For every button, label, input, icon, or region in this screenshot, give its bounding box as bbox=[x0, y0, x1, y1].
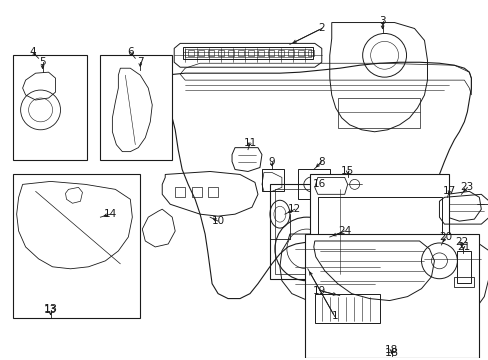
Text: 4: 4 bbox=[29, 47, 36, 57]
Text: 13: 13 bbox=[44, 306, 57, 315]
Bar bbox=[262, 170, 284, 192]
Bar bbox=[307, 50, 313, 56]
Bar bbox=[258, 50, 264, 56]
Bar bbox=[188, 50, 194, 56]
Bar bbox=[297, 50, 303, 56]
Bar bbox=[314, 294, 379, 323]
Text: 9: 9 bbox=[268, 157, 275, 167]
Text: 5: 5 bbox=[39, 57, 46, 67]
Text: 15: 15 bbox=[341, 166, 354, 176]
Bar bbox=[287, 50, 293, 56]
Text: 7: 7 bbox=[137, 57, 143, 67]
Bar bbox=[227, 50, 234, 56]
Text: 10: 10 bbox=[211, 216, 224, 226]
Bar bbox=[267, 50, 273, 56]
Bar bbox=[238, 50, 244, 56]
Bar bbox=[13, 175, 140, 319]
Text: 18: 18 bbox=[384, 348, 398, 358]
Bar bbox=[274, 189, 408, 274]
Text: 1: 1 bbox=[331, 311, 337, 321]
Bar bbox=[247, 50, 253, 56]
Bar bbox=[208, 50, 214, 56]
Bar bbox=[297, 170, 329, 199]
Bar bbox=[183, 48, 312, 59]
Text: 3: 3 bbox=[379, 15, 385, 26]
Bar bbox=[304, 234, 478, 358]
Bar bbox=[192, 187, 202, 197]
Text: 21: 21 bbox=[456, 242, 469, 252]
Text: 13: 13 bbox=[43, 303, 58, 314]
Text: 17: 17 bbox=[442, 186, 455, 196]
Text: 2: 2 bbox=[318, 23, 325, 33]
Text: 14: 14 bbox=[103, 209, 117, 219]
Bar bbox=[175, 187, 185, 197]
Text: 12: 12 bbox=[287, 204, 301, 214]
Text: 6: 6 bbox=[127, 47, 133, 57]
Bar bbox=[277, 50, 284, 56]
Bar bbox=[198, 50, 203, 56]
Text: 22: 22 bbox=[454, 237, 467, 247]
Bar bbox=[208, 187, 218, 197]
Bar bbox=[218, 50, 224, 56]
Bar bbox=[100, 55, 172, 159]
Bar bbox=[453, 277, 473, 287]
Text: 24: 24 bbox=[337, 226, 350, 236]
Bar bbox=[13, 55, 87, 159]
Bar bbox=[317, 197, 442, 294]
Text: 18: 18 bbox=[384, 345, 397, 355]
Text: 20: 20 bbox=[438, 232, 451, 242]
Text: 8: 8 bbox=[318, 157, 325, 167]
Bar bbox=[269, 184, 414, 279]
Bar bbox=[337, 98, 419, 128]
Text: 23: 23 bbox=[460, 183, 473, 192]
Text: 19: 19 bbox=[312, 285, 326, 296]
Bar bbox=[456, 251, 470, 283]
Bar bbox=[185, 49, 310, 57]
Text: 11: 11 bbox=[243, 138, 256, 148]
Text: 16: 16 bbox=[312, 179, 326, 189]
Bar bbox=[309, 175, 448, 303]
